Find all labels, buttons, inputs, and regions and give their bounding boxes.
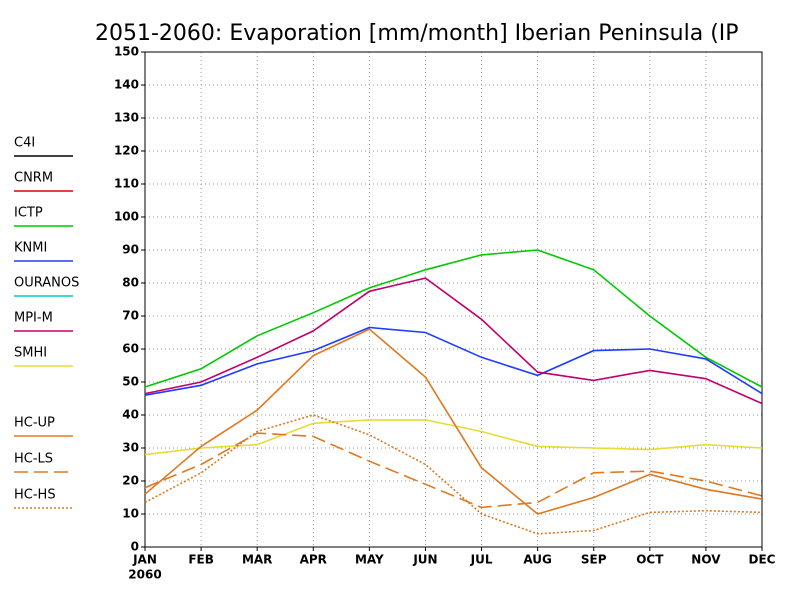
- y-tick-label: 0: [131, 540, 139, 554]
- y-tick-label: 20: [122, 474, 139, 488]
- legend-label: HC-HS: [14, 488, 56, 503]
- y-tick-label: 10: [122, 507, 139, 521]
- y-tick-label: 130: [114, 111, 139, 125]
- x-sublabel: 2060: [128, 568, 161, 582]
- legend-label: SMHI: [14, 346, 47, 361]
- series-line: [144, 249, 763, 388]
- legend-label: HC-UP: [14, 416, 55, 431]
- x-tick-label: DEC: [749, 553, 776, 567]
- x-tick-label: JAN: [132, 553, 157, 567]
- y-tick-label: 50: [122, 375, 139, 389]
- y-tick-label: 60: [122, 342, 139, 356]
- legend-label: KNMI: [14, 241, 47, 256]
- plot-frame: [144, 51, 763, 548]
- chart-title: 2051-2060: Evaporation [mm/month] Iberia…: [95, 21, 739, 46]
- series-line: [144, 414, 763, 535]
- x-tick-label: APR: [300, 553, 327, 567]
- x-tick-label: FEB: [188, 553, 214, 567]
- series-line: [144, 277, 763, 405]
- legend-label: HC-LS: [14, 452, 53, 467]
- y-tick-label: 140: [114, 78, 139, 92]
- y-tick-label: 150: [114, 45, 139, 59]
- y-tick-label: 110: [114, 177, 139, 191]
- x-tick-label: MAR: [242, 553, 272, 567]
- y-tick-label: 100: [114, 210, 139, 224]
- series-line: [144, 326, 763, 396]
- x-tick-label: OCT: [636, 553, 664, 567]
- y-tick-label: 70: [122, 309, 139, 323]
- legend-label: OURANOS: [14, 276, 79, 291]
- y-tick-label: 80: [122, 276, 139, 290]
- x-tick-label: MAY: [355, 553, 384, 567]
- legend-label: CNRM: [14, 171, 53, 186]
- series-line: [144, 328, 763, 515]
- legend-label: ICTP: [14, 206, 43, 221]
- legend-label: C4I: [14, 136, 35, 151]
- x-tick-label: JUL: [470, 553, 493, 567]
- x-tick-label: SEP: [581, 553, 607, 567]
- legend-label: MPI-M: [14, 311, 53, 326]
- x-tick-label: NOV: [691, 553, 721, 567]
- series-line: [144, 419, 763, 456]
- x-tick-label: JUN: [412, 553, 437, 567]
- series-line: [144, 432, 763, 509]
- y-tick-label: 30: [122, 441, 139, 455]
- y-tick-label: 40: [122, 408, 139, 422]
- x-tick-label: AUG: [523, 553, 552, 567]
- y-tick-label: 120: [114, 144, 139, 158]
- y-tick-label: 90: [122, 243, 139, 257]
